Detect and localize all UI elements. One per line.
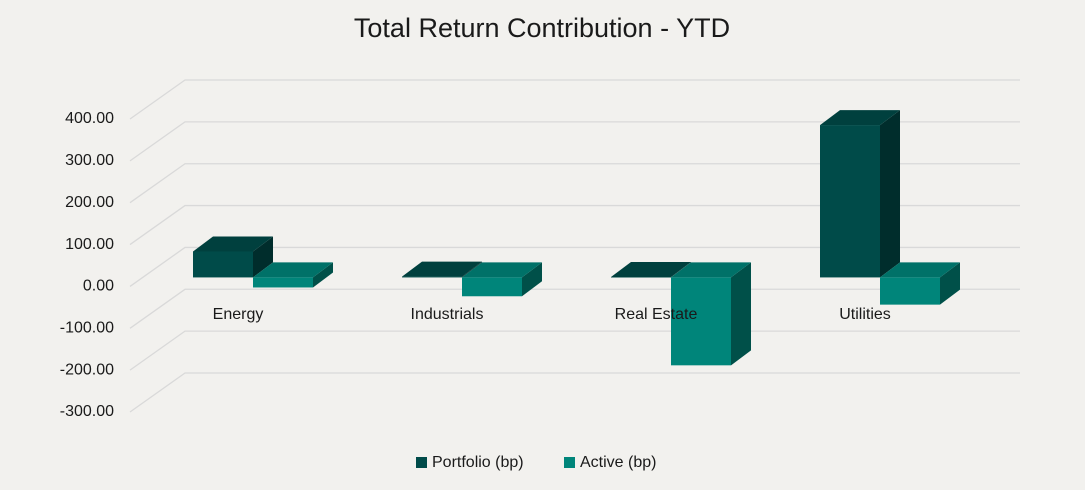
y-tick-label: -200.00: [60, 361, 114, 378]
y-tick-label: 400.00: [65, 110, 114, 127]
x-tick-label: Utilities: [839, 306, 891, 323]
bar-side: [880, 110, 900, 278]
bar: [253, 277, 313, 288]
grid-line: [129, 246, 1020, 287]
bar: [193, 251, 253, 278]
bar: [671, 277, 731, 366]
x-tick-label: Energy: [213, 306, 264, 323]
bar: [611, 277, 671, 278]
legend-label: Active (bp): [580, 454, 656, 471]
y-tick-label: -300.00: [60, 403, 114, 420]
legend-label: Portfolio (bp): [432, 454, 524, 471]
y-tick-label: 200.00: [65, 194, 114, 211]
bar-side: [253, 236, 273, 278]
bar-side: [940, 262, 960, 305]
y-tick-label: 300.00: [65, 152, 114, 169]
chart-title: Total Return Contribution - YTD: [354, 13, 730, 43]
grid-line: [129, 372, 1020, 413]
bar-top: [880, 262, 960, 278]
bar-top: [462, 262, 542, 278]
legend-swatch: [564, 457, 575, 468]
bar-side: [731, 262, 751, 366]
bar-top: [671, 262, 751, 278]
bar-side: [313, 262, 333, 288]
grid-line: [129, 330, 1020, 371]
y-tick-label: 100.00: [65, 236, 114, 253]
bar-top: [402, 261, 482, 277]
bar-top: [611, 262, 691, 278]
legend-swatch: [416, 457, 427, 468]
y-tick-label: 0.00: [83, 278, 114, 295]
grid-line: [129, 204, 1020, 246]
bar-side: [522, 262, 542, 297]
grid-line: [129, 121, 1020, 162]
x-tick-label: Industrials: [411, 306, 484, 323]
bar-top: [820, 110, 900, 126]
grid-line: [129, 163, 1020, 204]
x-tick-label: Real Estate: [615, 306, 698, 323]
bar: [402, 276, 462, 278]
bar: [462, 277, 522, 297]
y-tick-label: -100.00: [60, 320, 114, 337]
bar: [880, 277, 940, 305]
bar-top: [193, 236, 273, 252]
bar-side: [462, 261, 482, 278]
bar-side: [671, 262, 691, 278]
bar: [820, 125, 880, 278]
bar-top: [253, 262, 333, 278]
grid-line: [129, 79, 1020, 120]
